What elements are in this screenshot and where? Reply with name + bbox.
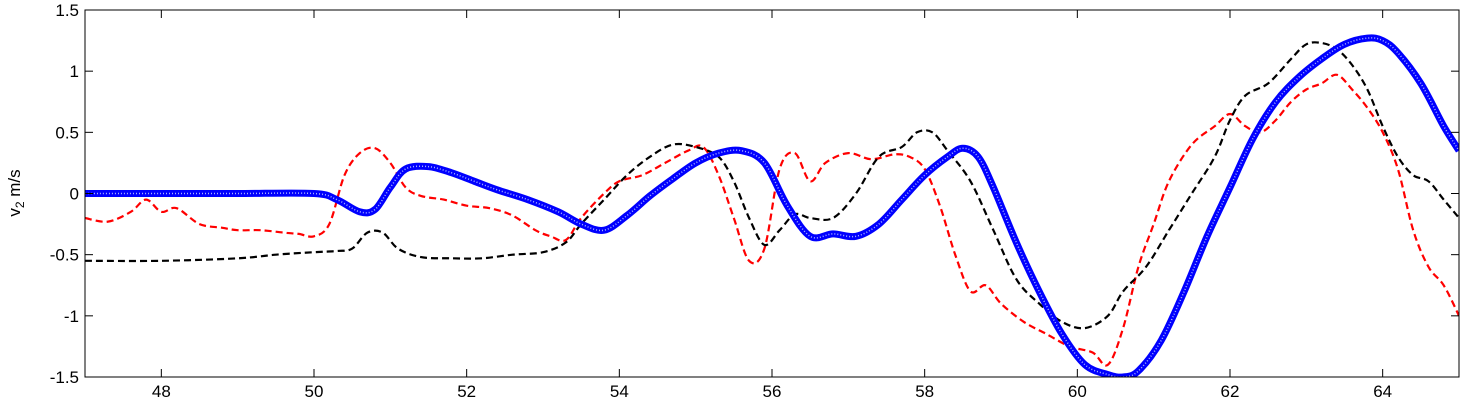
x-tick-label: 48: [152, 382, 171, 401]
series-line-1: [85, 73, 1459, 367]
series-line-2: [85, 41, 1459, 330]
y-axis-title-var: v: [5, 208, 24, 217]
ticks-layer: 48 50 52 54 56 58 60 62 64 -1.5 -1 -0.5 0 0.5 1 1.5: [50, 1, 1459, 401]
series-line-marker-texture: [85, 37, 1459, 377]
y-axis-title-unit: m/s: [5, 169, 24, 201]
y-axis-title: v2 m/s: [5, 169, 27, 216]
x-tick-label: 60: [1068, 382, 1087, 401]
y-tick-label: 0: [70, 185, 79, 204]
y-tick-label: 0.5: [55, 123, 79, 142]
y-tick-label: -1: [64, 307, 79, 326]
y-tick-label: 1: [70, 62, 79, 81]
x-tick-label: 54: [610, 382, 629, 401]
x-tick-label: 64: [1373, 382, 1392, 401]
series-layer: [85, 34, 1459, 377]
y-tick-label: 1.5: [55, 1, 79, 20]
y-axis-title-subscript: 2: [13, 201, 27, 208]
y-tick-label: -0.5: [50, 246, 79, 265]
y-tick-label: -1.5: [50, 368, 79, 387]
x-tick-label: 52: [457, 382, 476, 401]
x-tick-label: 50: [305, 382, 324, 401]
x-tick-label: 58: [915, 382, 934, 401]
x-tick-label: 56: [763, 382, 782, 401]
x-tick-label: 62: [1221, 382, 1240, 401]
